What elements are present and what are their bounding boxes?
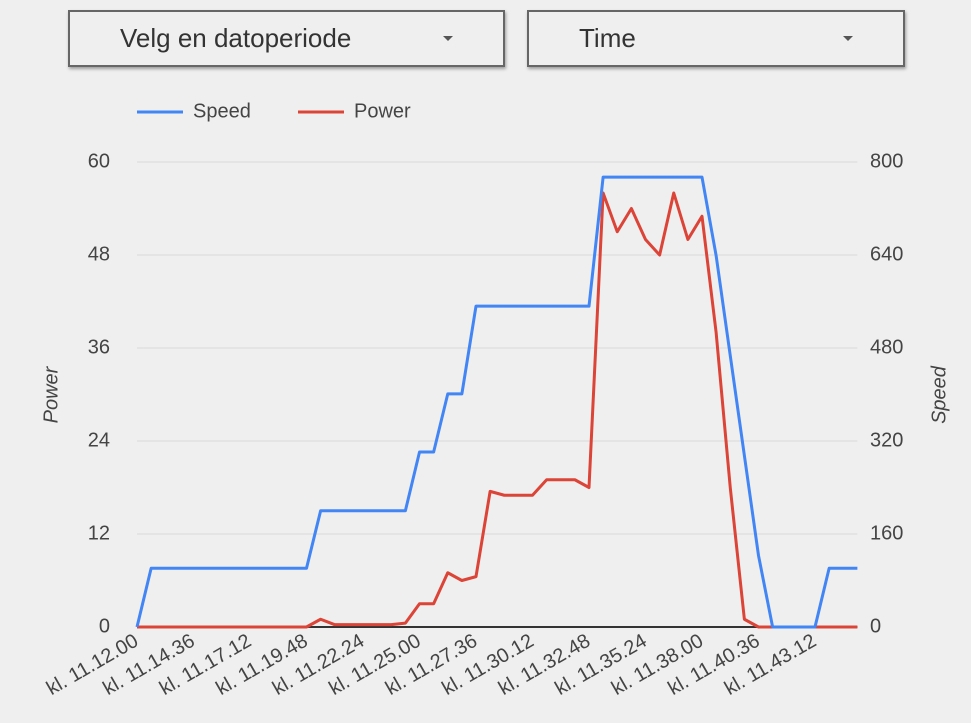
y-tick-label: 0 — [99, 615, 110, 637]
series-line — [137, 191, 858, 629]
y2-tick-label: 160 — [870, 522, 903, 544]
dropdown-label: Time — [579, 23, 636, 53]
dropdown-label: Velg en datoperiode — [120, 23, 352, 53]
y-tick-label: 24 — [88, 429, 110, 451]
y-tick-label: 48 — [88, 243, 110, 265]
y2-tick-label: 800 — [870, 150, 903, 172]
legend-label: Speed — [193, 100, 251, 122]
y-axis-title: Power — [40, 365, 62, 423]
legend-label: Power — [354, 100, 411, 122]
y-tick-label: 12 — [88, 522, 110, 544]
y2-tick-label: 480 — [870, 336, 903, 358]
date-dropdown[interactable]: Velg en datoperiode — [68, 10, 505, 67]
y-tick-label: 60 — [88, 150, 110, 172]
y-tick-label: 36 — [88, 336, 110, 358]
y2-axis-title: Speed — [928, 365, 950, 424]
dropdown-arrow — [843, 36, 853, 41]
y2-tick-label: 320 — [870, 429, 903, 451]
dropdown-arrow — [443, 36, 453, 41]
series-line — [135, 175, 858, 629]
y2-tick-label: 0 — [870, 615, 881, 637]
time-dropdown[interactable]: Time — [527, 10, 905, 67]
y2-tick-label: 640 — [870, 243, 903, 265]
